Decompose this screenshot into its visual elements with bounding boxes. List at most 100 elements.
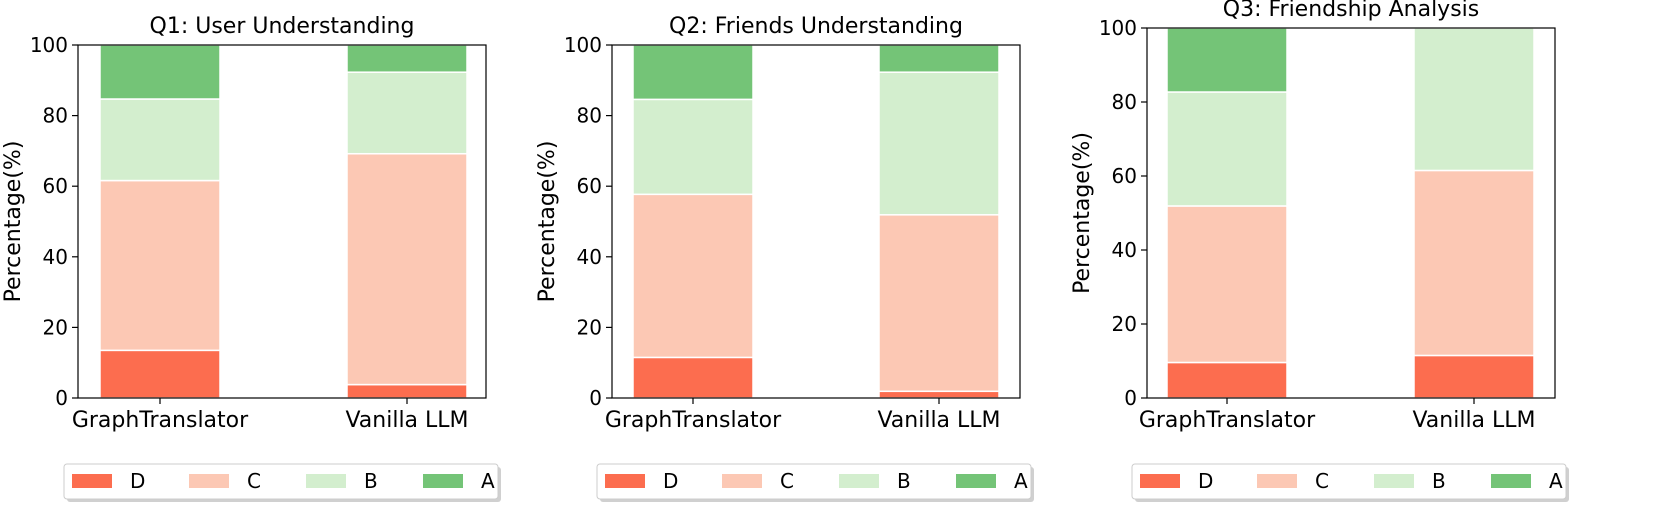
y-axis-label: Percentage(%)	[1070, 132, 1095, 294]
y-tick-label: 40	[1112, 238, 1137, 262]
legend-swatch	[1140, 474, 1180, 488]
y-tick-label: 80	[43, 104, 68, 128]
bar-segment-C-1	[1166, 205, 1288, 364]
y-tick-label: 80	[577, 104, 602, 128]
legend-item-A: A	[1491, 469, 1563, 493]
y-tick-label: 100	[30, 33, 68, 57]
legend-label: D	[1198, 469, 1213, 493]
y-tick-label: 0	[55, 386, 68, 410]
y-tick-label: 80	[1112, 90, 1137, 114]
y-tick-label: 60	[577, 174, 602, 198]
bar-segment-C-1	[99, 179, 221, 352]
legend-label: A	[481, 469, 495, 493]
bar-segment-B-2	[878, 71, 1000, 216]
legend-label: C	[1315, 469, 1329, 493]
legend-swatch	[306, 474, 346, 488]
legend-item-D: D	[605, 469, 678, 493]
legend-label: A	[1014, 469, 1028, 493]
y-tick-label: 20	[577, 315, 602, 339]
x-tick-label: Vanilla LLM	[877, 408, 1000, 433]
legend-item-B: B	[306, 469, 378, 493]
chart-panel-1: Q1: User Understanding Percentage(%) 0 20 40…	[1, 14, 501, 502]
legend-swatch	[189, 474, 229, 488]
legend-item-B: B	[839, 469, 911, 493]
chart-title: Q2: Friends Understanding	[669, 14, 963, 39]
y-tick-label: 0	[1124, 386, 1137, 410]
y-tick-label: 40	[43, 245, 68, 269]
legend-swatch	[72, 474, 112, 488]
legend-item-D: D	[1140, 469, 1213, 493]
bar-segment-D-1	[99, 349, 221, 399]
x-tick-label: Vanilla LLM	[1412, 408, 1535, 433]
legend-label: D	[130, 469, 145, 493]
bar-segment-B-2	[1413, 27, 1535, 172]
bar-segment-B-1	[99, 98, 221, 182]
legend-label: C	[247, 469, 261, 493]
axes-frame	[1146, 27, 1556, 399]
bar-segment-D-2	[1413, 354, 1535, 399]
chart-panel-3: Q3: Friendship Analysis Percentage(%) 0 20 4…	[1070, 0, 1569, 502]
bar-segment-A-1	[1166, 27, 1288, 93]
y-tick-label: 0	[589, 386, 602, 410]
legend-swatch	[1374, 474, 1414, 488]
bar-segment-C-2	[346, 152, 468, 386]
axes-frame	[611, 44, 1021, 399]
chart-title: Q3: Friendship Analysis	[1223, 0, 1480, 22]
y-tick-label: 60	[43, 174, 68, 198]
bar-segment-D-2	[346, 383, 468, 399]
axes-frame	[77, 44, 487, 399]
y-tick-label: 40	[577, 245, 602, 269]
legend-label: B	[1432, 469, 1446, 493]
chart-title: Q1: User Understanding	[150, 14, 415, 39]
bar-segment-B-1	[1166, 91, 1288, 207]
legend-item-B: B	[1374, 469, 1446, 493]
bar-segment-D-1	[632, 356, 754, 399]
bar-segment-A-2	[346, 44, 468, 73]
bar-segment-B-2	[346, 71, 468, 155]
bar-segment-D-1	[1166, 361, 1288, 399]
legend-swatch	[839, 474, 879, 488]
legend-swatch	[956, 474, 996, 488]
bar-segment-A-1	[632, 44, 754, 101]
bar-segment-C-1	[632, 193, 754, 359]
y-tick-label: 20	[43, 315, 68, 339]
y-tick-label: 100	[1099, 16, 1137, 40]
legend-label: A	[1549, 469, 1563, 493]
legend-swatch	[605, 474, 645, 488]
legend-swatch	[423, 474, 463, 488]
y-tick-label: 100	[564, 33, 602, 57]
legend-item-C: C	[1257, 469, 1329, 493]
legend-swatch	[1257, 474, 1297, 488]
legend-swatch	[1491, 474, 1531, 488]
x-tick-label: GraphTranslator	[605, 408, 782, 433]
y-axis-label: Percentage(%)	[1, 141, 26, 303]
bar-segment-B-1	[632, 98, 754, 196]
bar-segment-C-2	[1413, 169, 1535, 357]
bar-segment-C-2	[878, 214, 1000, 393]
legend-swatch	[722, 474, 762, 488]
legend-item-C: C	[189, 469, 261, 493]
legend-box	[63, 463, 499, 500]
legend-item-A: A	[423, 469, 495, 493]
legend-label: B	[897, 469, 911, 493]
bar-segment-D-2	[878, 390, 1000, 399]
legend-item-D: D	[72, 469, 145, 493]
x-tick-label: Vanilla LLM	[345, 408, 468, 433]
chart-panel-2: Q2: Friends Understanding Percentage(%) 0 2…	[535, 14, 1034, 502]
x-tick-label: GraphTranslator	[72, 408, 249, 433]
y-axis-label: Percentage(%)	[535, 141, 560, 303]
legend-label: B	[364, 469, 378, 493]
legend-label: C	[780, 469, 794, 493]
legend-item-C: C	[722, 469, 794, 493]
legend-box	[1131, 463, 1567, 500]
y-tick-label: 20	[1112, 312, 1137, 336]
y-tick-label: 60	[1112, 164, 1137, 188]
legend-item-A: A	[956, 469, 1028, 493]
x-tick-label: GraphTranslator	[1139, 408, 1316, 433]
bar-segment-A-1	[99, 44, 221, 100]
legend-box	[596, 463, 1032, 500]
